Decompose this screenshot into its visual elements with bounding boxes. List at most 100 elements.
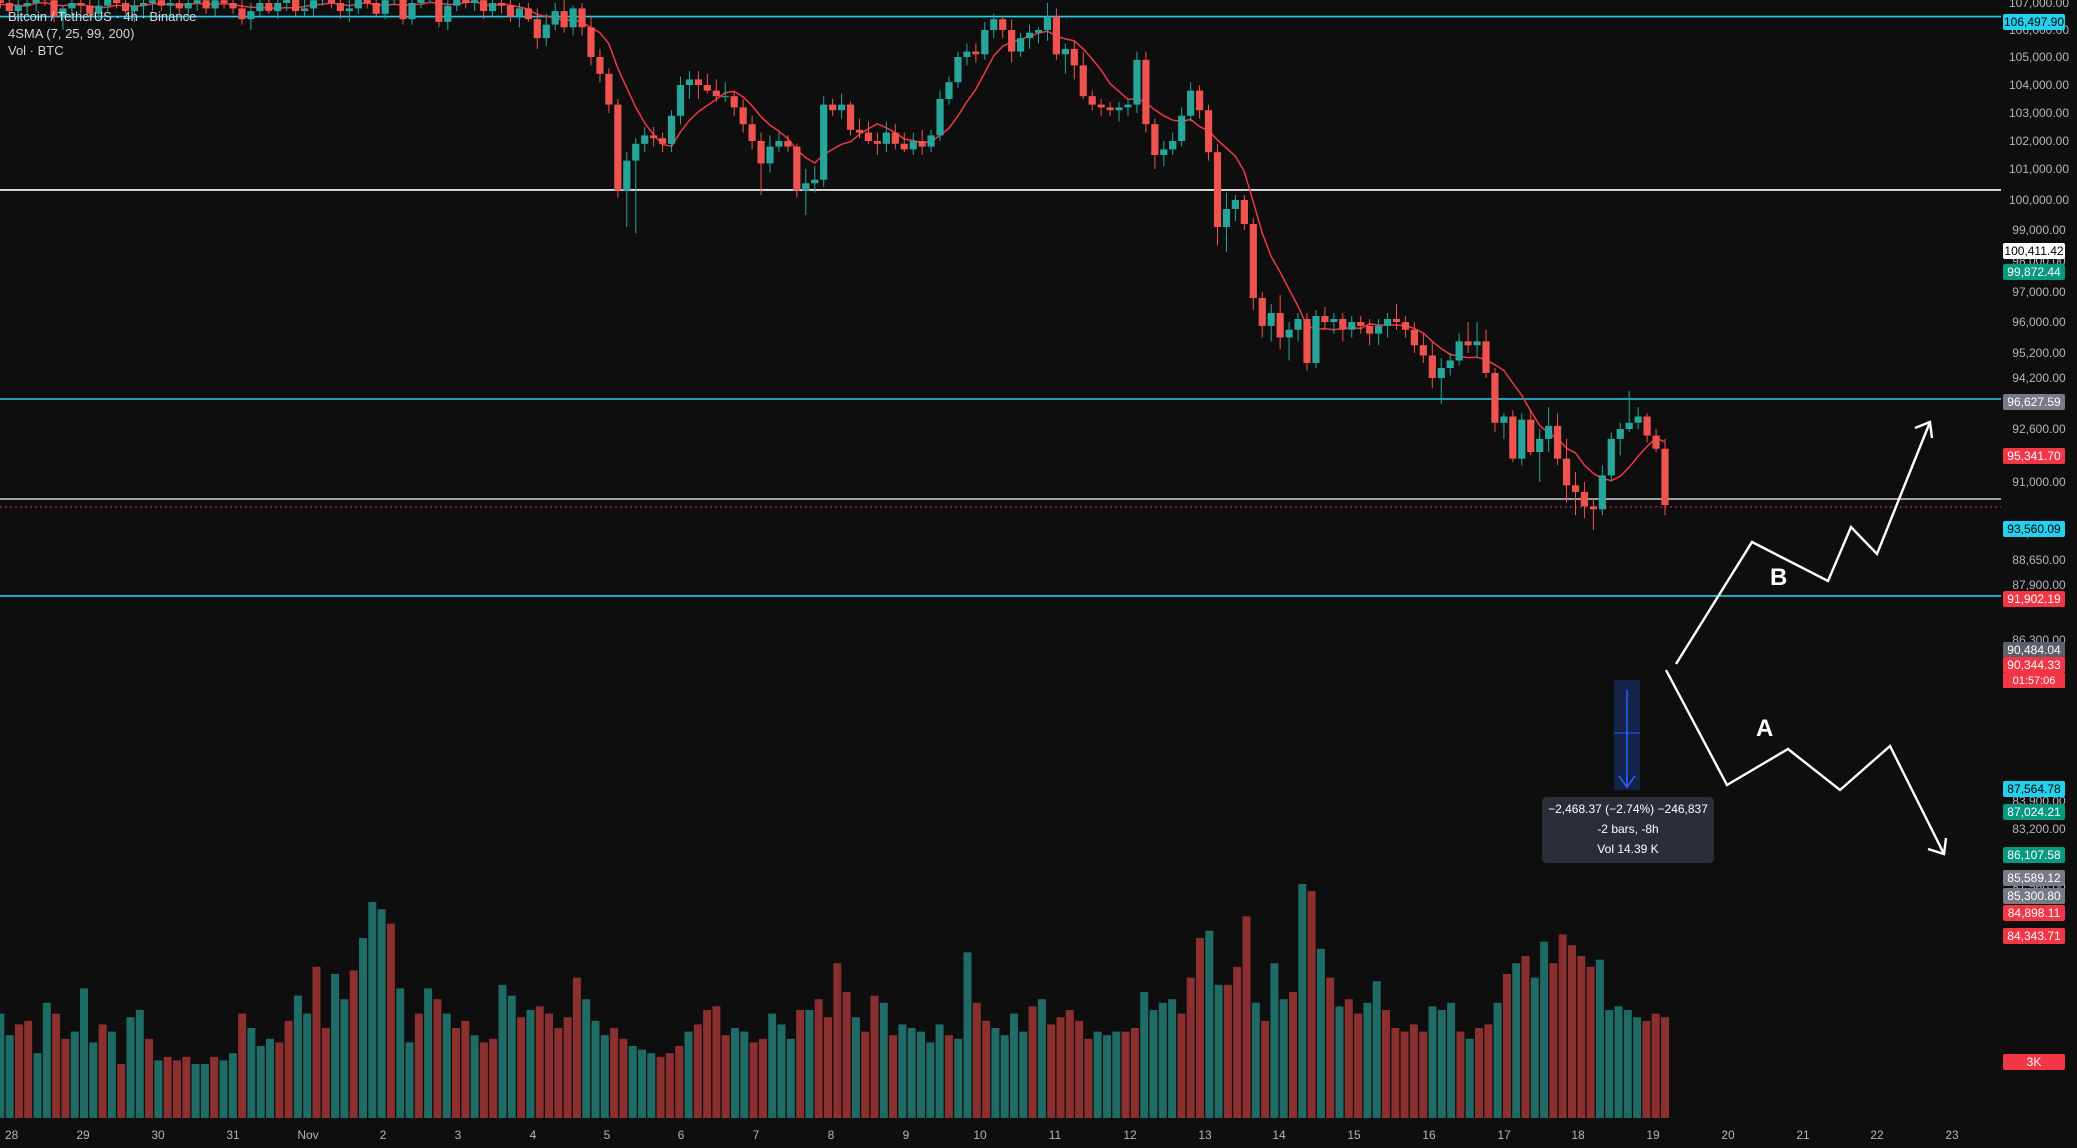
price-tick-label: 107,000.00 xyxy=(2009,0,2069,10)
volume-bar xyxy=(721,1035,730,1118)
volume-bar xyxy=(312,966,321,1118)
candle-body xyxy=(1410,329,1418,346)
candle-body xyxy=(23,3,31,6)
symbol-title[interactable]: Bitcoin / TetherUS · 4h · Binance xyxy=(8,9,197,24)
volume-label[interactable]: Vol · BTC xyxy=(8,43,64,58)
candle-body xyxy=(1213,152,1222,227)
price-axis[interactable]: 107,000.00106,000.00105,000.00104,000.00… xyxy=(2001,0,2077,1148)
candle-layer[interactable] xyxy=(0,0,1669,531)
candle-body xyxy=(1375,325,1383,334)
candle-body xyxy=(77,3,85,6)
volume-bar xyxy=(14,1024,23,1118)
price-tag-5-bg xyxy=(2003,804,2065,820)
candle-body xyxy=(1079,65,1087,97)
price-tick-label: 101,000.00 xyxy=(2009,162,2069,176)
candle-body xyxy=(5,3,13,12)
volume-bar xyxy=(414,1013,423,1118)
volume-bar xyxy=(1614,1006,1623,1118)
candle-body xyxy=(1536,438,1544,452)
time-tick-label: 10 xyxy=(973,1128,987,1142)
time-tick-label: 28 xyxy=(5,1128,19,1142)
time-tick-label: 18 xyxy=(1571,1128,1585,1142)
volume-bar xyxy=(1530,977,1539,1118)
indicator-label[interactable]: 4SMA (7, 25, 99, 200) xyxy=(8,26,135,41)
price-tag-10-bg xyxy=(2003,928,2065,944)
price-axis-background xyxy=(2001,0,2077,1148)
volume-bar xyxy=(693,1024,702,1118)
level-tag-1: 100,411.42 xyxy=(2004,244,2063,258)
time-tick-label: 16 xyxy=(1422,1128,1436,1142)
volume-bar xyxy=(442,1013,451,1118)
volume-bar xyxy=(200,1064,209,1118)
volume-bar xyxy=(70,1031,79,1118)
volume-bar xyxy=(303,1013,312,1118)
price-tag-4: 90,344.33 xyxy=(2007,658,2061,672)
volume-bar xyxy=(991,1028,1000,1118)
candle-body xyxy=(444,5,452,22)
price-tag-8-bg xyxy=(2003,888,2065,904)
time-tick-label: 14 xyxy=(1272,1128,1286,1142)
candle-body xyxy=(1598,475,1606,510)
candle-body xyxy=(524,8,532,20)
candle-body xyxy=(1025,32,1034,39)
candle-body xyxy=(685,79,694,85)
candle-body xyxy=(363,0,371,3)
time-tick-label: 2 xyxy=(380,1128,387,1142)
candle-body xyxy=(748,124,756,141)
projection-arrow-b xyxy=(1914,420,1934,439)
projection-layer[interactable]: BA xyxy=(1664,420,1948,856)
candle-body xyxy=(891,132,899,144)
volume-bar xyxy=(1242,916,1251,1118)
time-tick-label: 20 xyxy=(1721,1128,1735,1142)
candle-body xyxy=(1437,368,1445,378)
candle-body xyxy=(694,79,702,85)
candle-body xyxy=(623,160,631,191)
volume-bar xyxy=(219,1060,228,1118)
volume-bar xyxy=(470,1035,479,1118)
candle-body xyxy=(703,85,711,91)
volume-bar xyxy=(889,1035,898,1118)
volume-bar xyxy=(33,1053,42,1118)
candle-body xyxy=(1589,506,1597,510)
candle-body xyxy=(1312,316,1320,363)
volume-bar xyxy=(982,1020,991,1118)
volume-bar xyxy=(656,1056,665,1118)
candle-body xyxy=(1160,149,1168,155)
volume-bar xyxy=(600,1035,609,1118)
candle-body xyxy=(0,0,4,3)
candle-body xyxy=(1392,319,1401,322)
volume-bar xyxy=(117,1064,126,1118)
volume-bar xyxy=(405,1042,414,1118)
candle-body xyxy=(605,73,613,105)
volume-bar xyxy=(972,1002,981,1118)
time-tick-label: 12 xyxy=(1123,1128,1137,1142)
volume-bar xyxy=(266,1038,274,1118)
volume-bar xyxy=(740,1031,749,1118)
candle-body xyxy=(1616,429,1624,439)
price-tick-label: 105,000.00 xyxy=(2009,50,2069,64)
volume-bar xyxy=(898,1024,907,1118)
time-axis[interactable]: 28 29 30 31 Nov 2 3 4 5 6 7 8 9 10 11 12 13 14 15 16 17 18 19 2… xyxy=(0,1122,2077,1148)
price-tick-label: 92,600.00 xyxy=(2012,422,2066,436)
time-tick-label: 6 xyxy=(678,1128,685,1142)
time-tick-label: 3 xyxy=(455,1128,462,1142)
candle-body xyxy=(309,0,318,9)
price-tick-label: 103,000.00 xyxy=(2009,106,2069,120)
volume-bar xyxy=(1428,1006,1437,1118)
volume-bar xyxy=(1214,984,1223,1118)
candle-body xyxy=(864,132,873,141)
volume-bar xyxy=(851,1017,860,1118)
measure-tool[interactable] xyxy=(1614,680,1640,790)
candle-body xyxy=(1115,107,1123,111)
candle-body xyxy=(1580,491,1589,507)
candle-body xyxy=(59,8,67,17)
candle-body xyxy=(1383,319,1392,326)
price-tag-8: 85,300.80 xyxy=(2007,889,2061,903)
chart-legend: Bitcoin / TetherUS · 4h · Binance 4SMA (… xyxy=(8,8,196,59)
level-tag-1-bg xyxy=(2003,243,2065,259)
volume-bar xyxy=(768,1013,777,1118)
time-tick-label: 11 xyxy=(1049,1128,1062,1142)
candle-body xyxy=(542,24,550,39)
candle-body xyxy=(1133,59,1141,105)
